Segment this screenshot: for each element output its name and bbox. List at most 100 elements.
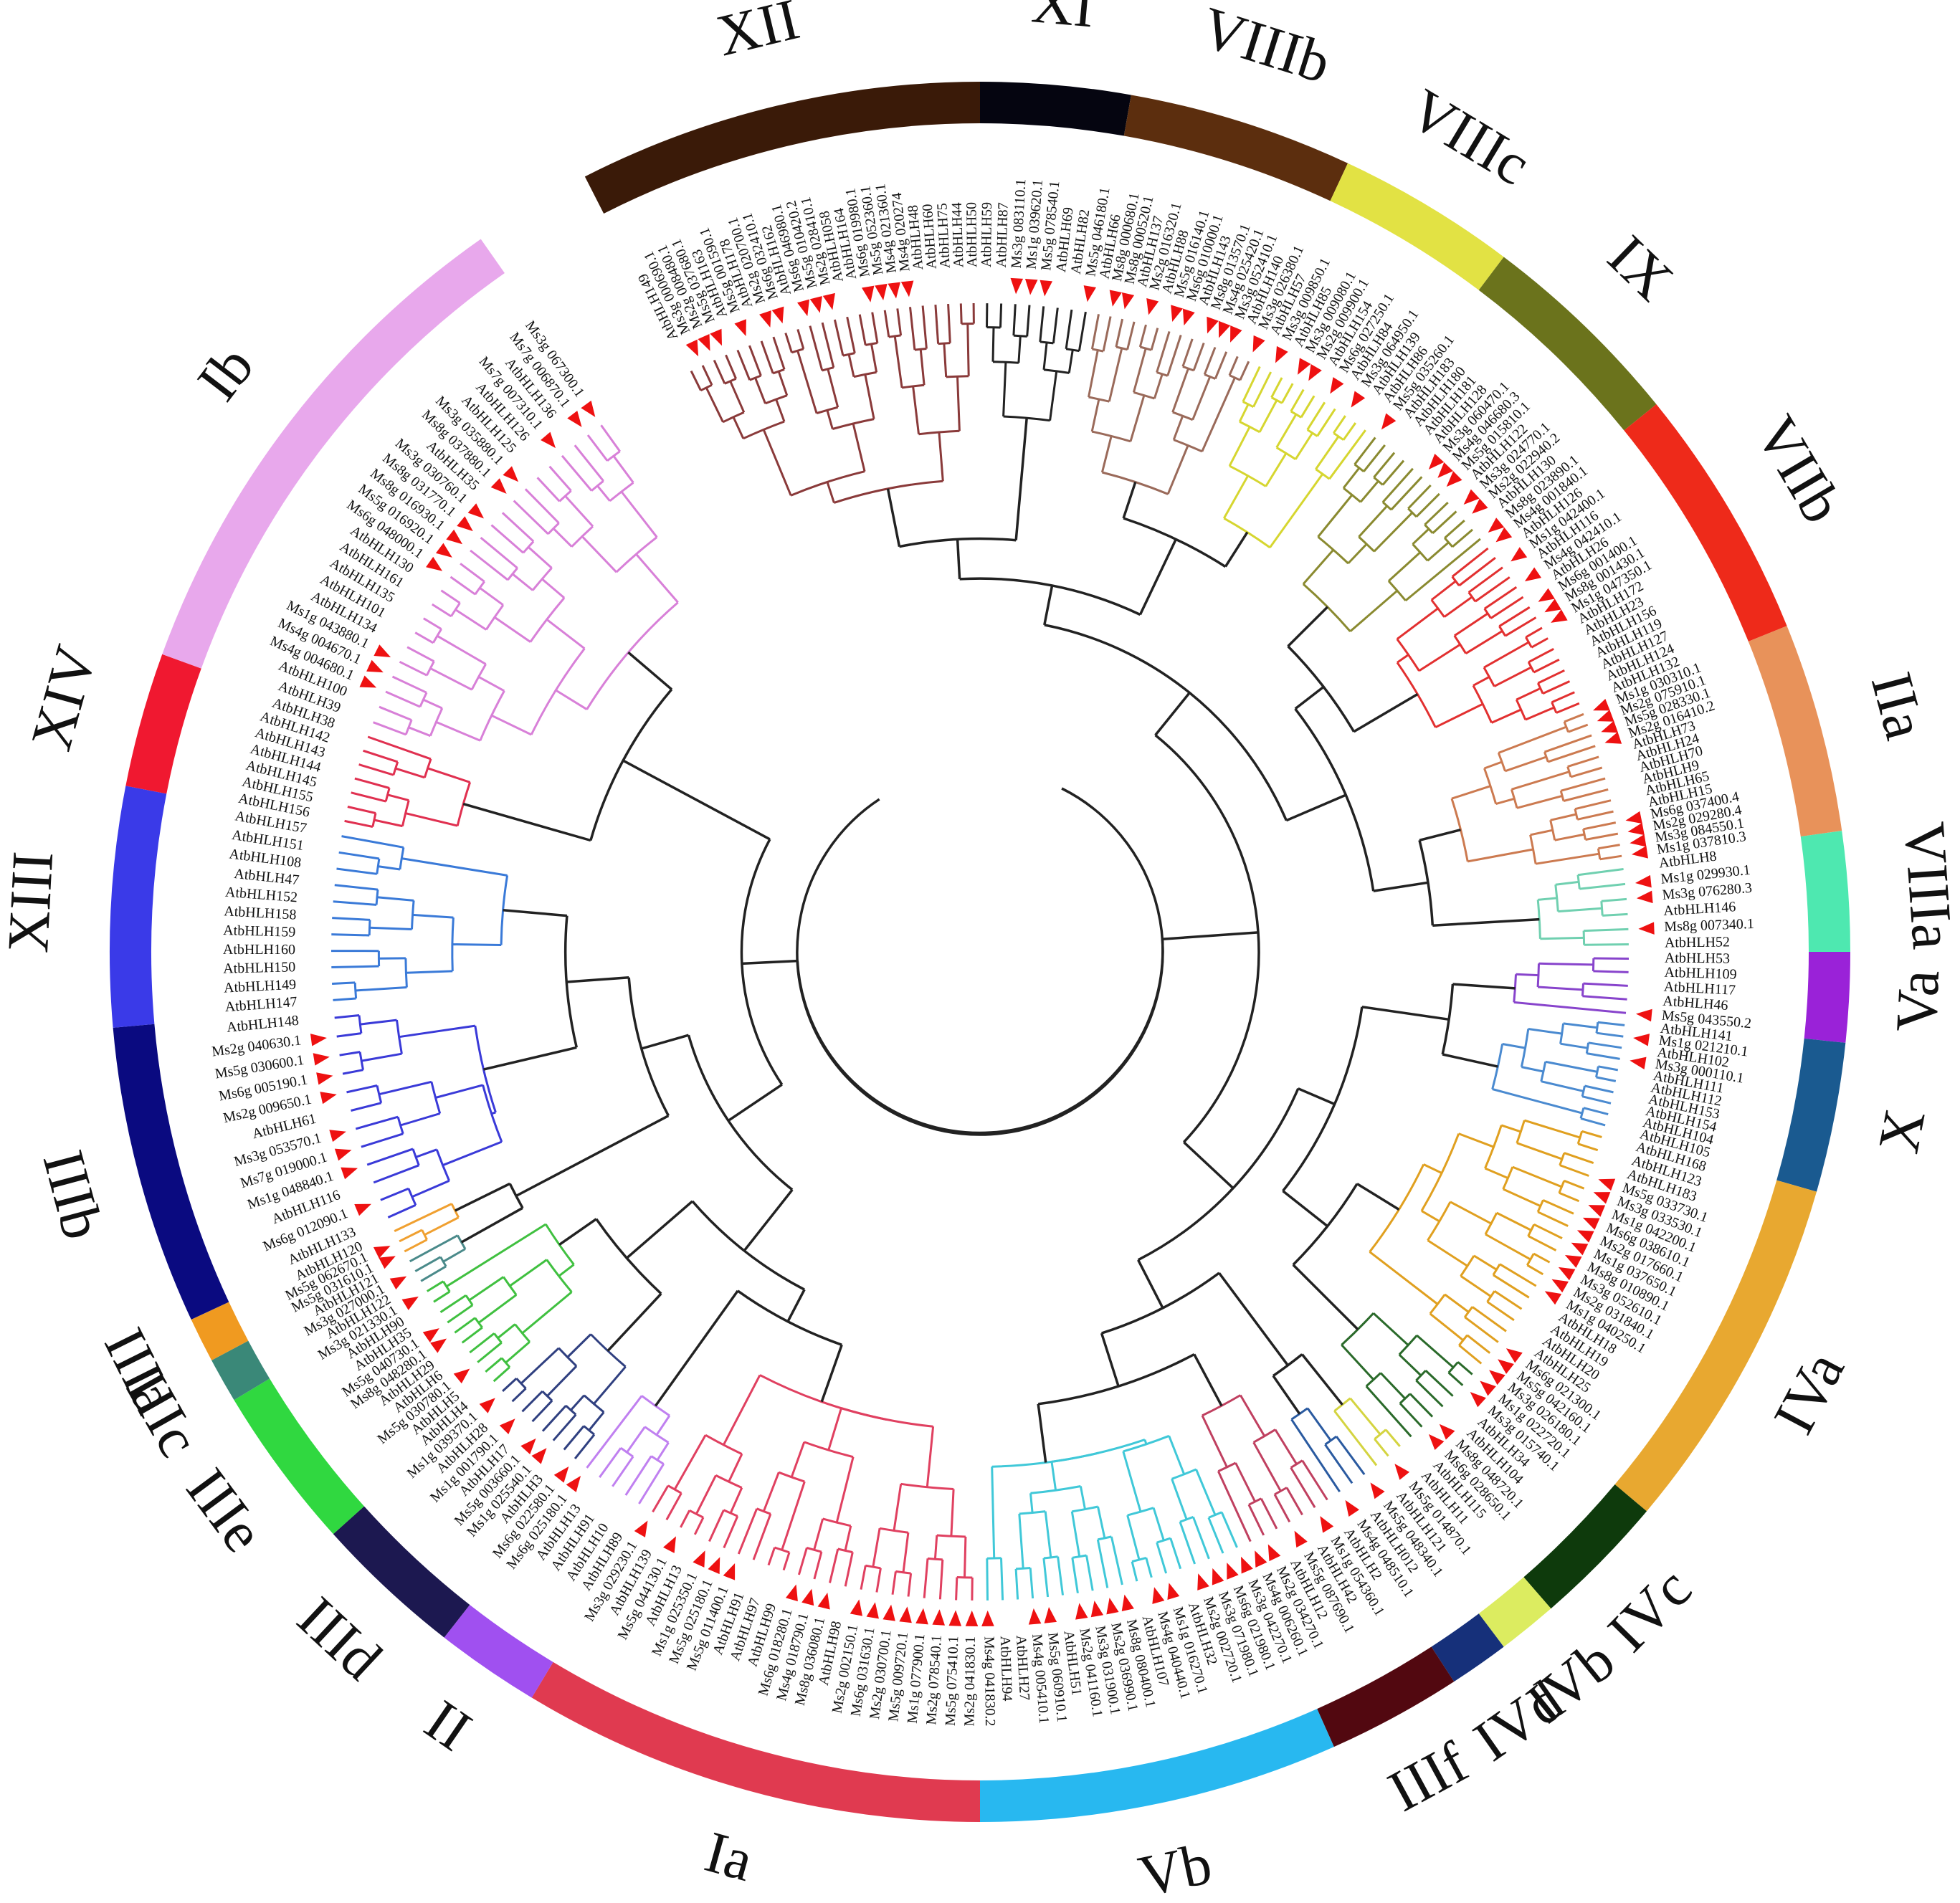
tree-branch bbox=[501, 512, 535, 543]
tree-branch bbox=[1017, 335, 1022, 363]
tree-branch bbox=[791, 348, 804, 354]
tree-branch bbox=[440, 589, 461, 604]
clade-label-XI: XI bbox=[1029, 0, 1097, 39]
ms-gene-marker bbox=[1428, 1434, 1445, 1450]
clade-label-Ia: Ia bbox=[698, 1818, 760, 1894]
tree-branch bbox=[927, 1557, 943, 1561]
tree-branch bbox=[902, 1532, 910, 1573]
tree-branch bbox=[355, 986, 407, 992]
backbone-branch bbox=[1361, 1006, 1450, 1021]
tree-branch bbox=[729, 1487, 743, 1514]
tree-branch bbox=[1217, 1470, 1252, 1542]
tree-branch bbox=[844, 1552, 854, 1587]
tree-branch bbox=[986, 1557, 1002, 1560]
ms-gene-marker bbox=[948, 1610, 962, 1626]
clade-label-IVc: IVc bbox=[1595, 1555, 1703, 1664]
tree-branch bbox=[701, 365, 713, 386]
tree-branch bbox=[822, 366, 834, 372]
ms-gene-marker bbox=[1498, 1359, 1514, 1374]
tree-branch bbox=[713, 359, 726, 384]
tree-branch bbox=[1043, 1555, 1058, 1560]
tree-branch bbox=[1387, 580, 1407, 601]
tree-branch bbox=[412, 913, 454, 919]
tree-branch bbox=[1567, 723, 1589, 733]
tree-branch bbox=[1567, 755, 1599, 768]
tree-branch bbox=[871, 312, 879, 343]
tree-branch bbox=[599, 1447, 622, 1478]
tree-branch bbox=[1593, 970, 1629, 973]
tree-branch bbox=[376, 896, 414, 902]
tree-branch bbox=[762, 429, 792, 496]
tree-branch bbox=[520, 1347, 560, 1385]
tree-branch bbox=[1529, 834, 1537, 864]
tree-branch bbox=[1582, 995, 1627, 1001]
tree-branch bbox=[445, 1223, 547, 1288]
backbone-branch bbox=[483, 1046, 577, 1071]
tree-branch bbox=[435, 720, 481, 742]
tree-branch bbox=[1207, 1517, 1224, 1554]
tree-branch bbox=[1071, 1558, 1079, 1593]
tree-branch bbox=[1549, 819, 1556, 841]
tree-branch bbox=[1521, 1066, 1544, 1073]
leaf-label: AtbHLH94 bbox=[997, 1636, 1015, 1702]
ms-gene-marker bbox=[1437, 462, 1453, 478]
tree-branch bbox=[400, 1112, 441, 1127]
tree-branch bbox=[593, 1365, 627, 1405]
ms-gene-marker bbox=[1488, 518, 1505, 533]
tree-branch bbox=[1537, 669, 1565, 685]
tree-branch bbox=[806, 1546, 822, 1553]
ms-gene-marker bbox=[1152, 1587, 1165, 1604]
tree-branch bbox=[918, 429, 960, 436]
tree-branch bbox=[344, 819, 374, 828]
leaf-label: AtbHLH50 bbox=[964, 202, 980, 267]
tree-branch bbox=[1396, 607, 1439, 640]
tree-branch bbox=[521, 1291, 573, 1335]
tree-branch bbox=[1570, 766, 1603, 778]
tree-branch bbox=[1173, 439, 1203, 453]
tree-branch bbox=[1538, 897, 1557, 901]
backbone-branch bbox=[796, 939, 1164, 1135]
tree-branch bbox=[509, 1259, 548, 1287]
tree-branch bbox=[813, 1551, 823, 1580]
backbone-branch bbox=[1298, 1087, 1336, 1106]
tree-branch bbox=[1485, 1233, 1531, 1261]
clade-ring-IX bbox=[1478, 257, 1657, 431]
ms-gene-marker bbox=[374, 644, 391, 658]
backbone-branch bbox=[1044, 624, 1288, 821]
tree-branch bbox=[490, 524, 524, 554]
tree-branch bbox=[1065, 309, 1073, 350]
tree-branch bbox=[638, 1463, 665, 1504]
tree-branch bbox=[1483, 760, 1503, 770]
tree-branch bbox=[454, 1317, 476, 1334]
ms-gene-marker bbox=[581, 400, 596, 417]
backbone-branch bbox=[1442, 1053, 1498, 1068]
leaf-label: AtbHLH150 bbox=[223, 959, 296, 976]
tree-branch bbox=[1498, 725, 1567, 754]
tree-branch bbox=[1301, 1459, 1328, 1501]
ms-gene-marker bbox=[1558, 1267, 1576, 1281]
tree-branch bbox=[729, 381, 746, 413]
ms-gene-marker bbox=[1182, 308, 1195, 326]
tree-branch bbox=[1239, 361, 1250, 381]
backbone-branch bbox=[1224, 531, 1249, 568]
root-arc bbox=[796, 787, 1164, 1136]
tree-branch bbox=[1252, 1441, 1282, 1492]
ms-gene-marker bbox=[1207, 316, 1219, 334]
tree-branch bbox=[387, 793, 409, 802]
tree-branch bbox=[339, 1051, 361, 1057]
clade-label-VIIb: VIIb bbox=[1743, 405, 1856, 534]
tree-branch bbox=[909, 307, 916, 350]
tree-branch bbox=[1538, 962, 1594, 966]
ms-gene-marker bbox=[1551, 1279, 1569, 1293]
tree-branch bbox=[1398, 1353, 1422, 1377]
tree-branch bbox=[1042, 1558, 1050, 1598]
tree-branch bbox=[449, 576, 476, 596]
tree-branch bbox=[513, 500, 549, 535]
tree-branch bbox=[715, 1474, 743, 1489]
tree-branch bbox=[367, 735, 432, 760]
tree-branch bbox=[1543, 751, 1549, 763]
tree-branch bbox=[414, 1256, 442, 1272]
tree-branch bbox=[430, 1081, 442, 1114]
tree-branch bbox=[435, 1084, 483, 1099]
tree-branch bbox=[1525, 706, 1555, 721]
